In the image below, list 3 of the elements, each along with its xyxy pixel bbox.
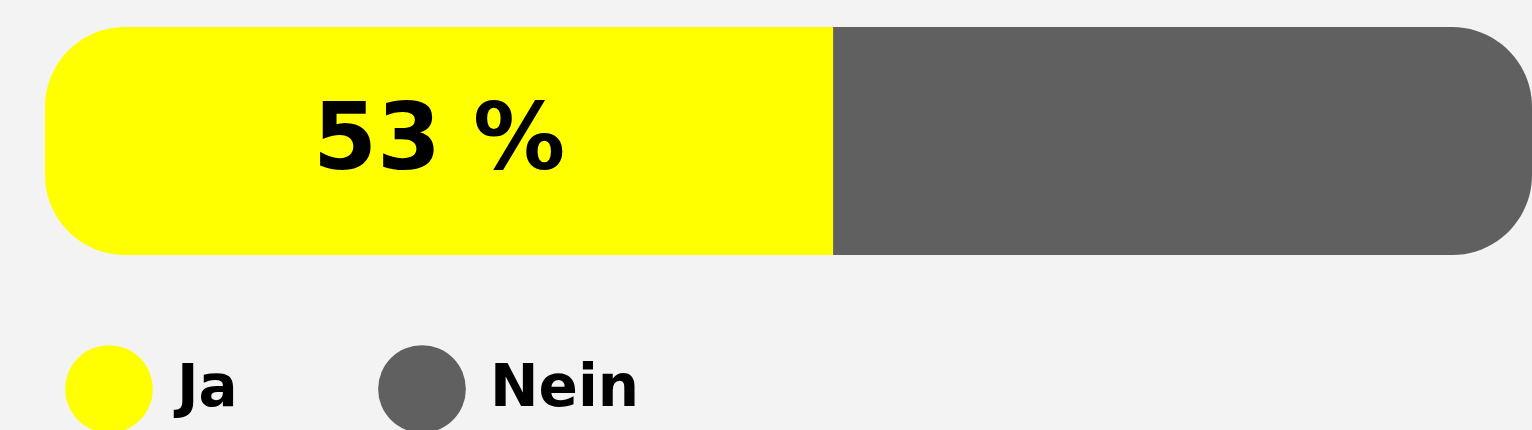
data-label: 53 %: [312, 84, 566, 191]
legend-label: Ja: [173, 352, 238, 421]
legend-label: Nein: [490, 352, 640, 421]
